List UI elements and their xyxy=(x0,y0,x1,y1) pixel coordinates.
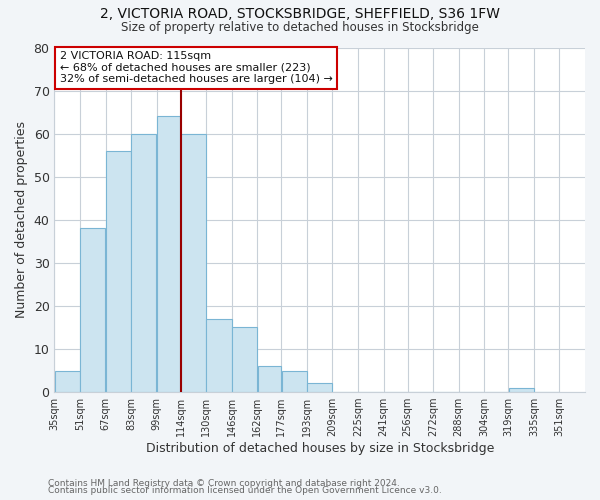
Bar xyxy=(55,370,80,392)
Bar xyxy=(131,134,157,392)
Text: 2 VICTORIA ROAD: 115sqm
← 68% of detached houses are smaller (223)
32% of semi-d: 2 VICTORIA ROAD: 115sqm ← 68% of detache… xyxy=(60,51,332,84)
Bar xyxy=(307,384,332,392)
Bar xyxy=(181,134,206,392)
Bar xyxy=(232,328,257,392)
Bar xyxy=(206,319,232,392)
Bar xyxy=(157,116,181,392)
Bar xyxy=(106,151,131,392)
Text: 2, VICTORIA ROAD, STOCKSBRIDGE, SHEFFIELD, S36 1FW: 2, VICTORIA ROAD, STOCKSBRIDGE, SHEFFIEL… xyxy=(100,8,500,22)
Bar xyxy=(80,228,106,392)
X-axis label: Distribution of detached houses by size in Stocksbridge: Distribution of detached houses by size … xyxy=(146,442,494,455)
Text: Size of property relative to detached houses in Stocksbridge: Size of property relative to detached ho… xyxy=(121,21,479,34)
Bar xyxy=(509,388,533,392)
Bar xyxy=(281,370,307,392)
Bar xyxy=(257,366,281,392)
Text: Contains HM Land Registry data © Crown copyright and database right 2024.: Contains HM Land Registry data © Crown c… xyxy=(48,478,400,488)
Text: Contains public sector information licensed under the Open Government Licence v3: Contains public sector information licen… xyxy=(48,486,442,495)
Y-axis label: Number of detached properties: Number of detached properties xyxy=(15,122,28,318)
